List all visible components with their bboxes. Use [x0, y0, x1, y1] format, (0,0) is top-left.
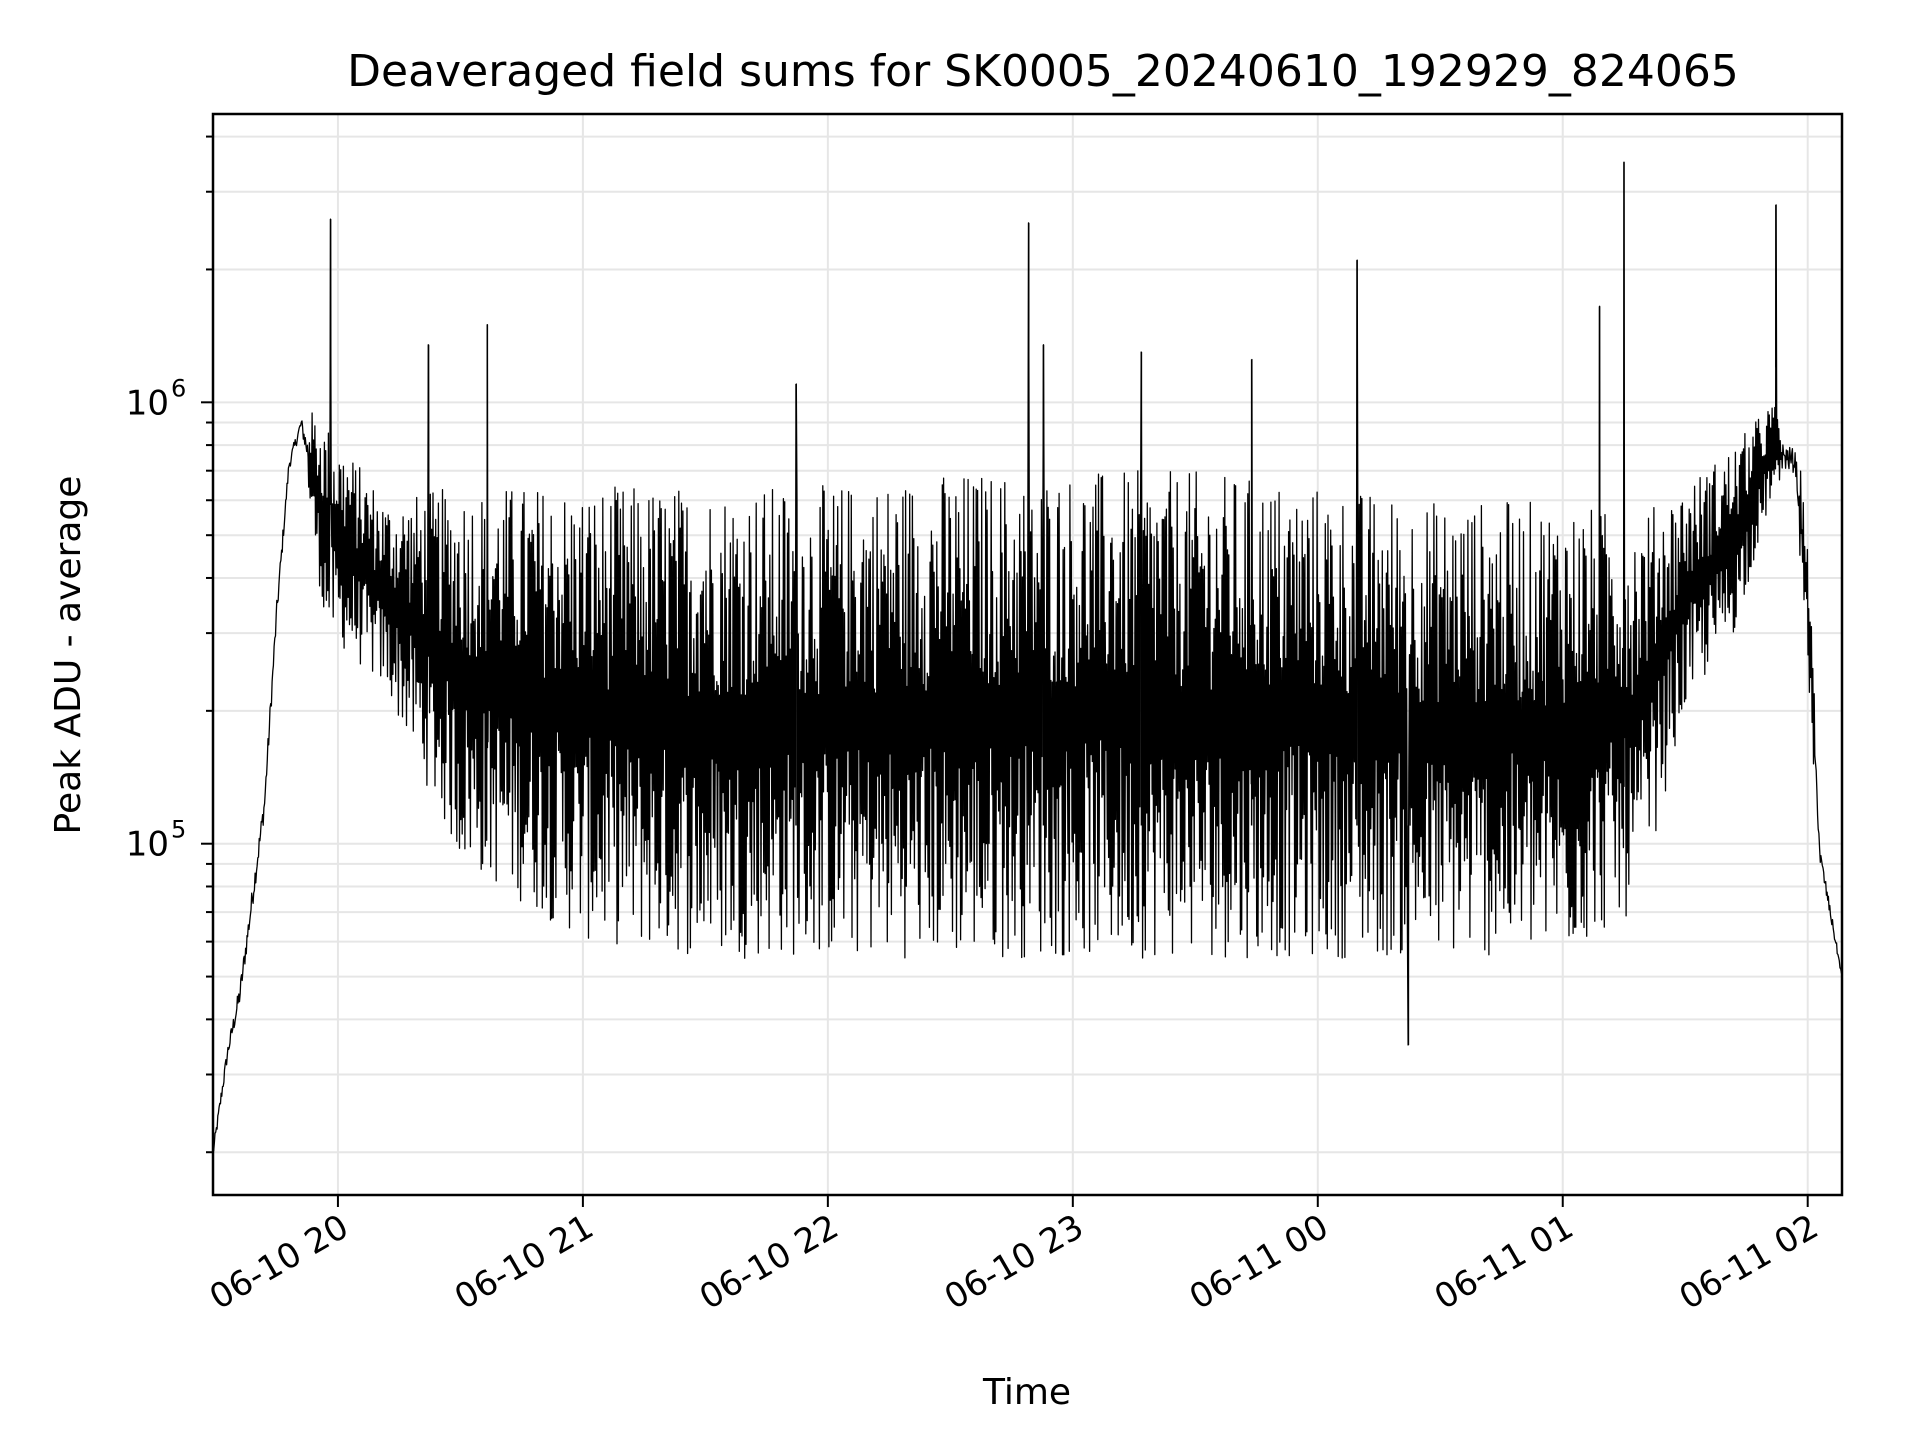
- y-tick-label: 10: [126, 383, 169, 423]
- x-tick-label: 06-10 21: [448, 1207, 600, 1318]
- series-layer: [212, 161, 1843, 1152]
- x-axis-label: Time: [982, 1372, 1071, 1413]
- x-tick-label: 06-10 20: [203, 1207, 355, 1318]
- plot-frame: [211, 112, 1844, 1197]
- y-tick-exponent: 6: [171, 374, 186, 402]
- y-tick-label: 10: [126, 825, 169, 865]
- series-line: [212, 161, 1843, 1152]
- x-tick-label: 06-11 02: [1673, 1207, 1825, 1318]
- y-tick-exponent: 5: [171, 816, 186, 844]
- x-tick-label: 06-10 23: [938, 1207, 1090, 1318]
- x-tick-label: 06-10 22: [693, 1207, 845, 1318]
- y-axis-label: Peak ADU - average: [48, 476, 89, 835]
- x-tick-label: 06-11 00: [1183, 1207, 1335, 1318]
- chart-title: Deaveraged field sums for SK0005_2024061…: [347, 46, 1739, 97]
- x-tick-label: 06-11 01: [1428, 1207, 1580, 1318]
